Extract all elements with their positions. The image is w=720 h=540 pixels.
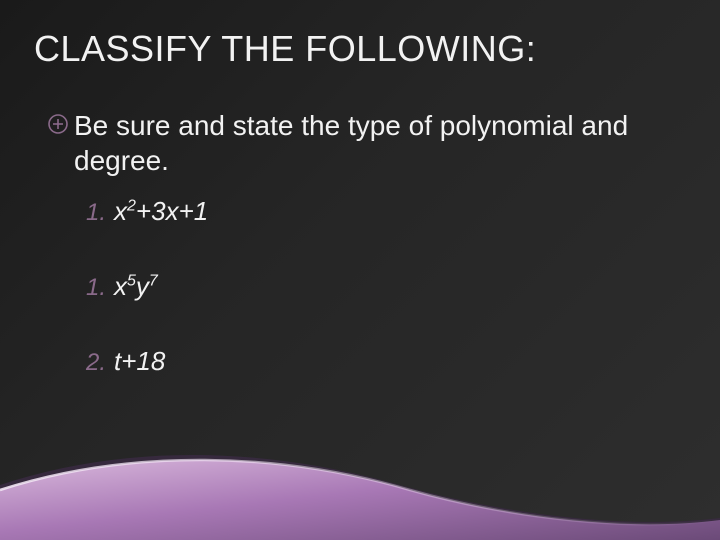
item-expression: x2+3x+1 <box>114 196 208 227</box>
lead-text: Be sure and state the type of polynomial… <box>74 108 672 178</box>
plus-circle-icon <box>48 114 68 134</box>
item-number: 1. <box>86 274 106 302</box>
item-number: 1. <box>86 199 106 227</box>
item-expression: t+18 <box>114 346 165 377</box>
slide: CLASSIFY THE FOLLOWING: Be sure and stat… <box>0 0 720 540</box>
slide-title: CLASSIFY THE FOLLOWING: <box>34 28 536 70</box>
slide-body: Be sure and state the type of polynomial… <box>48 108 672 421</box>
list-item: 1. x5y7 <box>86 271 672 302</box>
list-item: 1. x2+3x+1 <box>86 196 672 227</box>
list-item: 2. t+18 <box>86 346 672 377</box>
item-list: 1. x2+3x+1 1. x5y7 2. t+18 <box>86 196 672 377</box>
lead-bullet: Be sure and state the type of polynomial… <box>48 108 672 178</box>
item-expression: x5y7 <box>114 271 158 302</box>
item-number: 2. <box>86 349 106 377</box>
